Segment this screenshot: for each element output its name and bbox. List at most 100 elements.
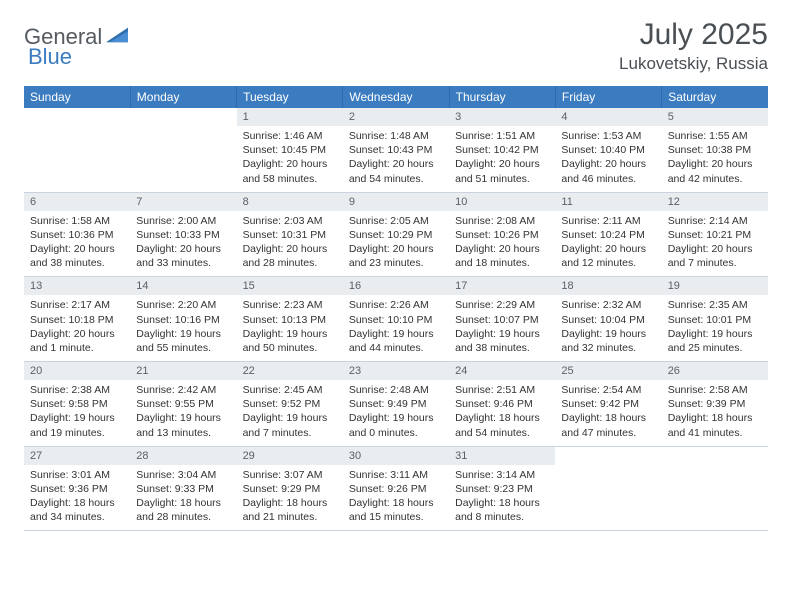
daylight-text-1: Daylight: 20 hours <box>455 157 549 171</box>
daylight-text-1: Daylight: 19 hours <box>243 327 337 341</box>
day-detail-cell: Sunrise: 1:58 AMSunset: 10:36 PMDaylight… <box>24 211 130 277</box>
daylight-text-1: Daylight: 19 hours <box>349 411 443 425</box>
day-number-cell <box>24 108 130 126</box>
day-number-cell: 9 <box>343 192 449 211</box>
logo-triangle-icon <box>106 25 128 43</box>
day-number-cell: 23 <box>343 362 449 381</box>
day-detail-cell: Sunrise: 2:05 AMSunset: 10:29 PMDaylight… <box>343 211 449 277</box>
sunrise-text: Sunrise: 1:51 AM <box>455 129 549 143</box>
daylight-text-1: Daylight: 19 hours <box>243 411 337 425</box>
sunset-text: Sunset: 10:31 PM <box>243 228 337 242</box>
day-detail-cell <box>555 465 661 531</box>
sunset-text: Sunset: 9:58 PM <box>30 397 124 411</box>
sunrise-text: Sunrise: 2:58 AM <box>668 383 762 397</box>
sunset-text: Sunset: 9:55 PM <box>136 397 230 411</box>
day-number-cell <box>130 108 236 126</box>
sunset-text: Sunset: 10:10 PM <box>349 313 443 327</box>
daylight-text-1: Daylight: 20 hours <box>668 157 762 171</box>
daylight-text-2: and 34 minutes. <box>30 510 124 524</box>
sunrise-text: Sunrise: 3:04 AM <box>136 468 230 482</box>
day-number-cell: 22 <box>237 362 343 381</box>
sunset-text: Sunset: 10:36 PM <box>30 228 124 242</box>
day-number-cell: 29 <box>237 446 343 465</box>
sunset-text: Sunset: 10:43 PM <box>349 143 443 157</box>
sunrise-text: Sunrise: 3:07 AM <box>243 468 337 482</box>
daylight-text-2: and 7 minutes. <box>243 426 337 440</box>
sunset-text: Sunset: 9:36 PM <box>30 482 124 496</box>
sunset-text: Sunset: 9:26 PM <box>349 482 443 496</box>
daylight-text-2: and 50 minutes. <box>243 341 337 355</box>
sunrise-text: Sunrise: 1:46 AM <box>243 129 337 143</box>
daylight-text-1: Daylight: 19 hours <box>668 327 762 341</box>
day-number-cell: 10 <box>449 192 555 211</box>
daylight-text-1: Daylight: 20 hours <box>349 157 443 171</box>
sunset-text: Sunset: 10:07 PM <box>455 313 549 327</box>
sunrise-text: Sunrise: 1:55 AM <box>668 129 762 143</box>
daylight-text-1: Daylight: 20 hours <box>561 157 655 171</box>
weekday-header: Tuesday <box>237 86 343 108</box>
daylight-text-2: and 54 minutes. <box>349 172 443 186</box>
day-number-cell: 25 <box>555 362 661 381</box>
daylight-text-2: and 0 minutes. <box>349 426 443 440</box>
day-number-cell <box>555 446 661 465</box>
weekday-header: Monday <box>130 86 236 108</box>
daylight-text-1: Daylight: 18 hours <box>349 496 443 510</box>
sunrise-text: Sunrise: 2:05 AM <box>349 214 443 228</box>
daylight-text-2: and 47 minutes. <box>561 426 655 440</box>
sunset-text: Sunset: 10:24 PM <box>561 228 655 242</box>
daylight-text-2: and 13 minutes. <box>136 426 230 440</box>
day-detail-cell: Sunrise: 1:55 AMSunset: 10:38 PMDaylight… <box>662 126 768 192</box>
day-number-cell <box>662 446 768 465</box>
day-number-cell: 3 <box>449 108 555 126</box>
weekday-header: Friday <box>555 86 661 108</box>
day-number-cell: 19 <box>662 277 768 296</box>
sunrise-text: Sunrise: 2:08 AM <box>455 214 549 228</box>
sunrise-text: Sunrise: 1:53 AM <box>561 129 655 143</box>
day-detail-cell: Sunrise: 2:26 AMSunset: 10:10 PMDaylight… <box>343 295 449 361</box>
day-detail-cell: Sunrise: 2:29 AMSunset: 10:07 PMDaylight… <box>449 295 555 361</box>
sunset-text: Sunset: 10:42 PM <box>455 143 549 157</box>
sunrise-text: Sunrise: 3:01 AM <box>30 468 124 482</box>
day-number-cell: 1 <box>237 108 343 126</box>
sunset-text: Sunset: 9:29 PM <box>243 482 337 496</box>
daylight-text-2: and 33 minutes. <box>136 256 230 270</box>
daylight-text-2: and 19 minutes. <box>30 426 124 440</box>
page-header: General July 2025 Lukovetskiy, Russia <box>24 18 768 74</box>
logo-word-2: Blue <box>28 44 72 69</box>
daylight-text-2: and 18 minutes. <box>455 256 549 270</box>
daylight-text-1: Daylight: 19 hours <box>455 327 549 341</box>
daylight-text-2: and 28 minutes. <box>136 510 230 524</box>
sunset-text: Sunset: 10:33 PM <box>136 228 230 242</box>
daylight-text-2: and 42 minutes. <box>668 172 762 186</box>
sunset-text: Sunset: 10:26 PM <box>455 228 549 242</box>
daylight-text-1: Daylight: 18 hours <box>455 496 549 510</box>
daylight-text-2: and 25 minutes. <box>668 341 762 355</box>
day-number-row: 13141516171819 <box>24 277 768 296</box>
logo-line2: Blue <box>28 44 72 70</box>
sunrise-text: Sunrise: 2:38 AM <box>30 383 124 397</box>
day-detail-row: Sunrise: 1:58 AMSunset: 10:36 PMDaylight… <box>24 211 768 277</box>
daylight-text-2: and 32 minutes. <box>561 341 655 355</box>
day-detail-row: Sunrise: 1:46 AMSunset: 10:45 PMDaylight… <box>24 126 768 192</box>
sunrise-text: Sunrise: 2:03 AM <box>243 214 337 228</box>
sunrise-text: Sunrise: 2:23 AM <box>243 298 337 312</box>
daylight-text-1: Daylight: 19 hours <box>349 327 443 341</box>
day-detail-cell: Sunrise: 2:32 AMSunset: 10:04 PMDaylight… <box>555 295 661 361</box>
daylight-text-2: and 21 minutes. <box>243 510 337 524</box>
day-number-cell: 21 <box>130 362 236 381</box>
daylight-text-1: Daylight: 20 hours <box>243 157 337 171</box>
daylight-text-2: and 1 minute. <box>30 341 124 355</box>
title-location: Lukovetskiy, Russia <box>619 54 768 74</box>
daylight-text-1: Daylight: 18 hours <box>243 496 337 510</box>
day-detail-cell: Sunrise: 2:00 AMSunset: 10:33 PMDaylight… <box>130 211 236 277</box>
sunset-text: Sunset: 9:52 PM <box>243 397 337 411</box>
day-number-cell: 17 <box>449 277 555 296</box>
day-detail-cell: Sunrise: 3:14 AMSunset: 9:23 PMDaylight:… <box>449 465 555 531</box>
calendar-body: 12345Sunrise: 1:46 AMSunset: 10:45 PMDay… <box>24 108 768 531</box>
day-detail-cell: Sunrise: 2:08 AMSunset: 10:26 PMDaylight… <box>449 211 555 277</box>
sunset-text: Sunset: 10:13 PM <box>243 313 337 327</box>
sunset-text: Sunset: 10:29 PM <box>349 228 443 242</box>
sunset-text: Sunset: 10:16 PM <box>136 313 230 327</box>
day-number-cell: 27 <box>24 446 130 465</box>
day-detail-cell: Sunrise: 2:58 AMSunset: 9:39 PMDaylight:… <box>662 380 768 446</box>
